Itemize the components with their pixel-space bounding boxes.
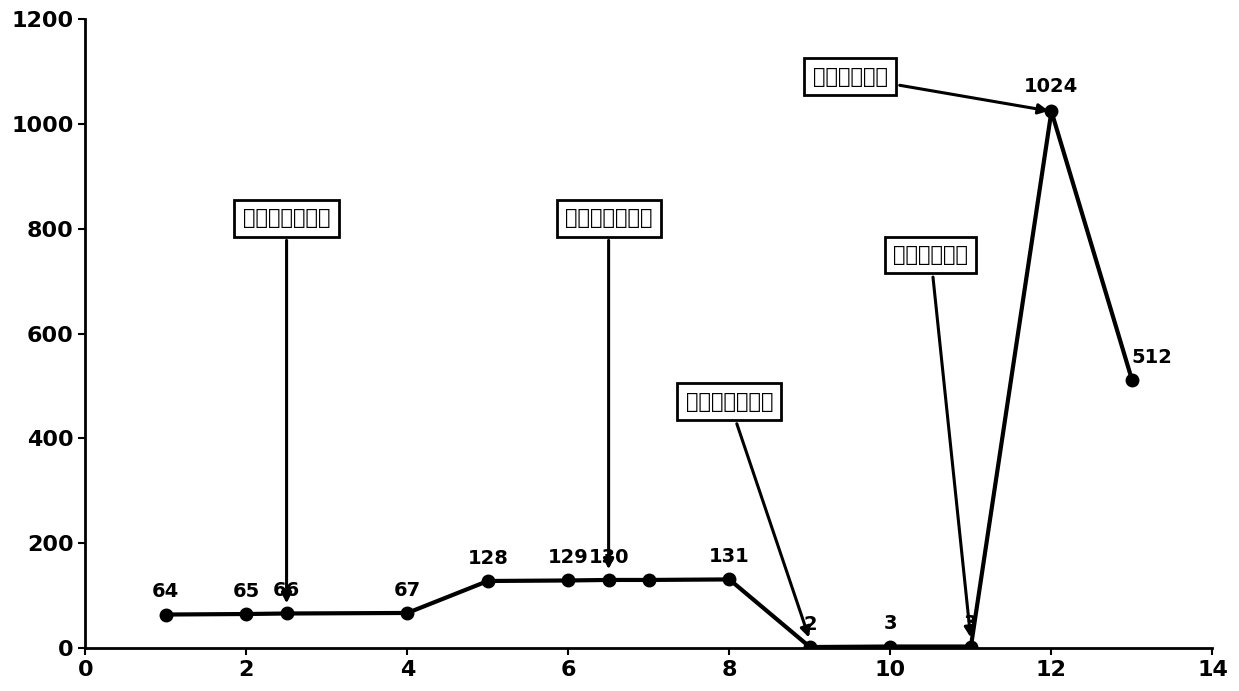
Text: 65: 65 [233, 582, 260, 601]
Text: 2: 2 [803, 615, 817, 634]
Text: 1024: 1024 [1025, 77, 1079, 95]
Text: 仅后备保护动作: 仅后备保护动作 [685, 392, 809, 634]
Text: 单套远跳动作: 单套远跳动作 [893, 245, 974, 634]
Text: 双套远跳动作: 双套远跳动作 [813, 67, 1046, 113]
Text: 66: 66 [273, 581, 300, 600]
Text: 129: 129 [548, 549, 589, 567]
Text: 3: 3 [964, 614, 978, 634]
Text: 128: 128 [467, 549, 508, 568]
Text: 单套主保护动作: 单套主保护动作 [243, 208, 331, 600]
Text: 双套主保护动作: 双套主保护动作 [565, 208, 653, 566]
Text: 3: 3 [883, 614, 897, 634]
Text: 131: 131 [709, 547, 750, 567]
Text: 64: 64 [152, 583, 180, 601]
Text: 67: 67 [394, 581, 421, 600]
Text: 130: 130 [589, 548, 629, 567]
Text: 512: 512 [1131, 348, 1172, 367]
